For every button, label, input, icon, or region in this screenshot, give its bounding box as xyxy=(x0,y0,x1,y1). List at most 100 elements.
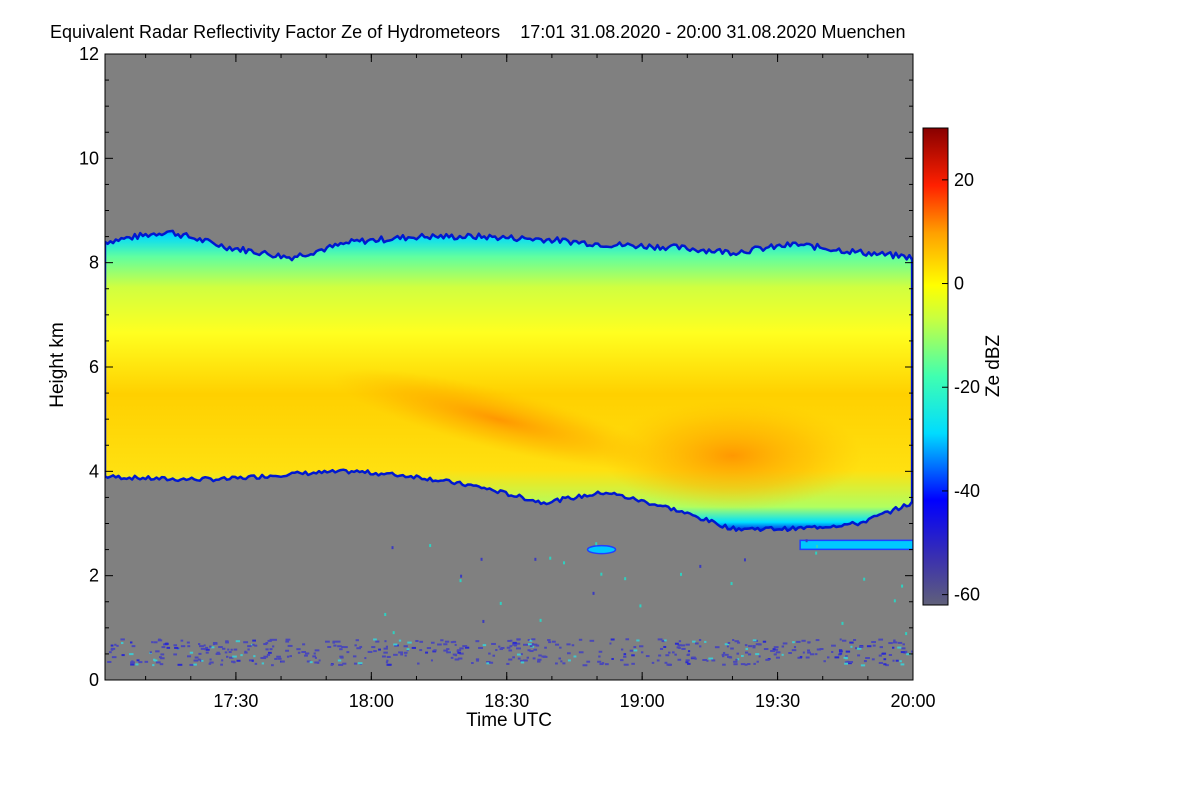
clutter-speck xyxy=(762,640,767,643)
clutter-speck xyxy=(604,663,609,666)
clutter-speck xyxy=(842,639,847,642)
clutter-speck xyxy=(486,662,491,665)
clutter-speck xyxy=(706,659,709,662)
clutter-speck xyxy=(562,662,566,665)
clutter-speck xyxy=(559,646,562,649)
clutter-speck xyxy=(160,657,165,660)
clutter-speck xyxy=(516,638,521,641)
clutter-speck xyxy=(385,661,388,664)
clutter-speck xyxy=(801,639,806,642)
clutter-speck xyxy=(520,653,523,656)
clutter-speck xyxy=(306,660,311,663)
clutter-speck xyxy=(549,556,552,560)
clutter-speck xyxy=(598,655,601,658)
x-axis-label: Time UTC xyxy=(466,710,552,731)
clutter-speck xyxy=(589,639,595,642)
clutter-speck xyxy=(354,644,357,647)
clutter-speck xyxy=(850,645,853,648)
clutter-speck xyxy=(765,658,770,661)
clutter-speck xyxy=(297,651,301,654)
y-tick-label: 2 xyxy=(89,566,99,586)
clutter-speck xyxy=(558,657,562,660)
clutter-speck xyxy=(384,612,387,616)
clutter-speck xyxy=(755,643,761,646)
clutter-speck xyxy=(620,648,624,651)
clutter-speck xyxy=(512,643,517,646)
clutter-speck xyxy=(454,643,457,646)
clutter-speck xyxy=(537,660,541,663)
clutter-speck xyxy=(527,649,531,652)
clutter-speck xyxy=(193,663,197,666)
clutter-speck xyxy=(863,577,866,581)
clutter-speck xyxy=(189,663,194,666)
clutter-speck xyxy=(160,653,165,656)
x-tick-label: 19:00 xyxy=(620,691,665,711)
clutter-speck xyxy=(522,643,528,646)
colorbar-tick-label: -40 xyxy=(954,481,980,501)
clutter-speck xyxy=(342,662,347,665)
clutter-speck xyxy=(263,655,269,658)
clutter-speck xyxy=(900,663,905,666)
clutter-speck xyxy=(839,638,842,641)
clutter-speck xyxy=(578,638,583,641)
clutter-speck xyxy=(357,662,363,665)
clutter-speck xyxy=(232,661,236,664)
clutter-speck xyxy=(539,618,542,622)
clutter-speck xyxy=(378,648,381,651)
clutter-speck xyxy=(845,655,848,658)
clutter-speck xyxy=(853,638,857,641)
clutter-speck xyxy=(846,660,849,663)
clutter-speck xyxy=(225,640,229,643)
clutter-speck xyxy=(773,653,777,656)
clutter-speck xyxy=(582,664,588,667)
clutter-speck xyxy=(657,638,663,641)
clutter-speck xyxy=(517,657,521,660)
clutter-speck xyxy=(180,645,186,648)
clutter-speck xyxy=(722,663,726,666)
clutter-speck xyxy=(857,654,861,657)
clutter-speck xyxy=(159,663,164,666)
clutter-speck xyxy=(901,647,906,650)
clutter-speck xyxy=(129,641,133,644)
clutter-speck xyxy=(225,641,229,644)
clutter-speck xyxy=(385,645,388,648)
x-tick-label: 19:30 xyxy=(755,691,800,711)
clutter-speck xyxy=(492,654,496,657)
clutter-speck xyxy=(736,652,740,655)
clutter-speck xyxy=(387,663,392,666)
clutter-speck xyxy=(252,643,255,646)
clutter-speck xyxy=(486,661,491,664)
clutter-speck xyxy=(685,661,689,664)
clutter-speck xyxy=(538,654,542,657)
clutter-speck xyxy=(666,663,671,666)
clutter-speck xyxy=(678,640,682,643)
clutter-speck xyxy=(251,643,254,646)
clutter-speck xyxy=(772,648,776,651)
clutter-speck xyxy=(383,651,388,654)
clutter-speck xyxy=(699,564,702,568)
clutter-speck xyxy=(406,649,409,652)
clutter-speck xyxy=(301,650,306,653)
clutter-speck xyxy=(384,640,387,643)
clutter-speck xyxy=(247,645,252,648)
clutter-speck xyxy=(532,643,538,646)
clutter-speck xyxy=(499,648,503,651)
clutter-speck xyxy=(174,646,179,649)
clutter-speck xyxy=(200,647,206,650)
clutter-speck xyxy=(741,654,744,657)
clutter-speck xyxy=(353,662,358,665)
clutter-speck xyxy=(677,644,682,647)
clutter-speck xyxy=(261,662,265,665)
clutter-speck xyxy=(459,647,464,650)
clutter-speck xyxy=(339,648,343,651)
clutter-speck xyxy=(704,640,707,643)
clutter-speck xyxy=(633,646,637,649)
clutter-speck xyxy=(871,658,875,661)
clutter-speck xyxy=(548,641,552,644)
clutter-speck xyxy=(316,661,320,664)
clutter-speck xyxy=(694,657,697,660)
clutter-speck xyxy=(480,557,483,561)
clutter-speck xyxy=(277,657,282,660)
clutter-speck xyxy=(355,639,359,642)
clutter-speck xyxy=(476,659,480,662)
